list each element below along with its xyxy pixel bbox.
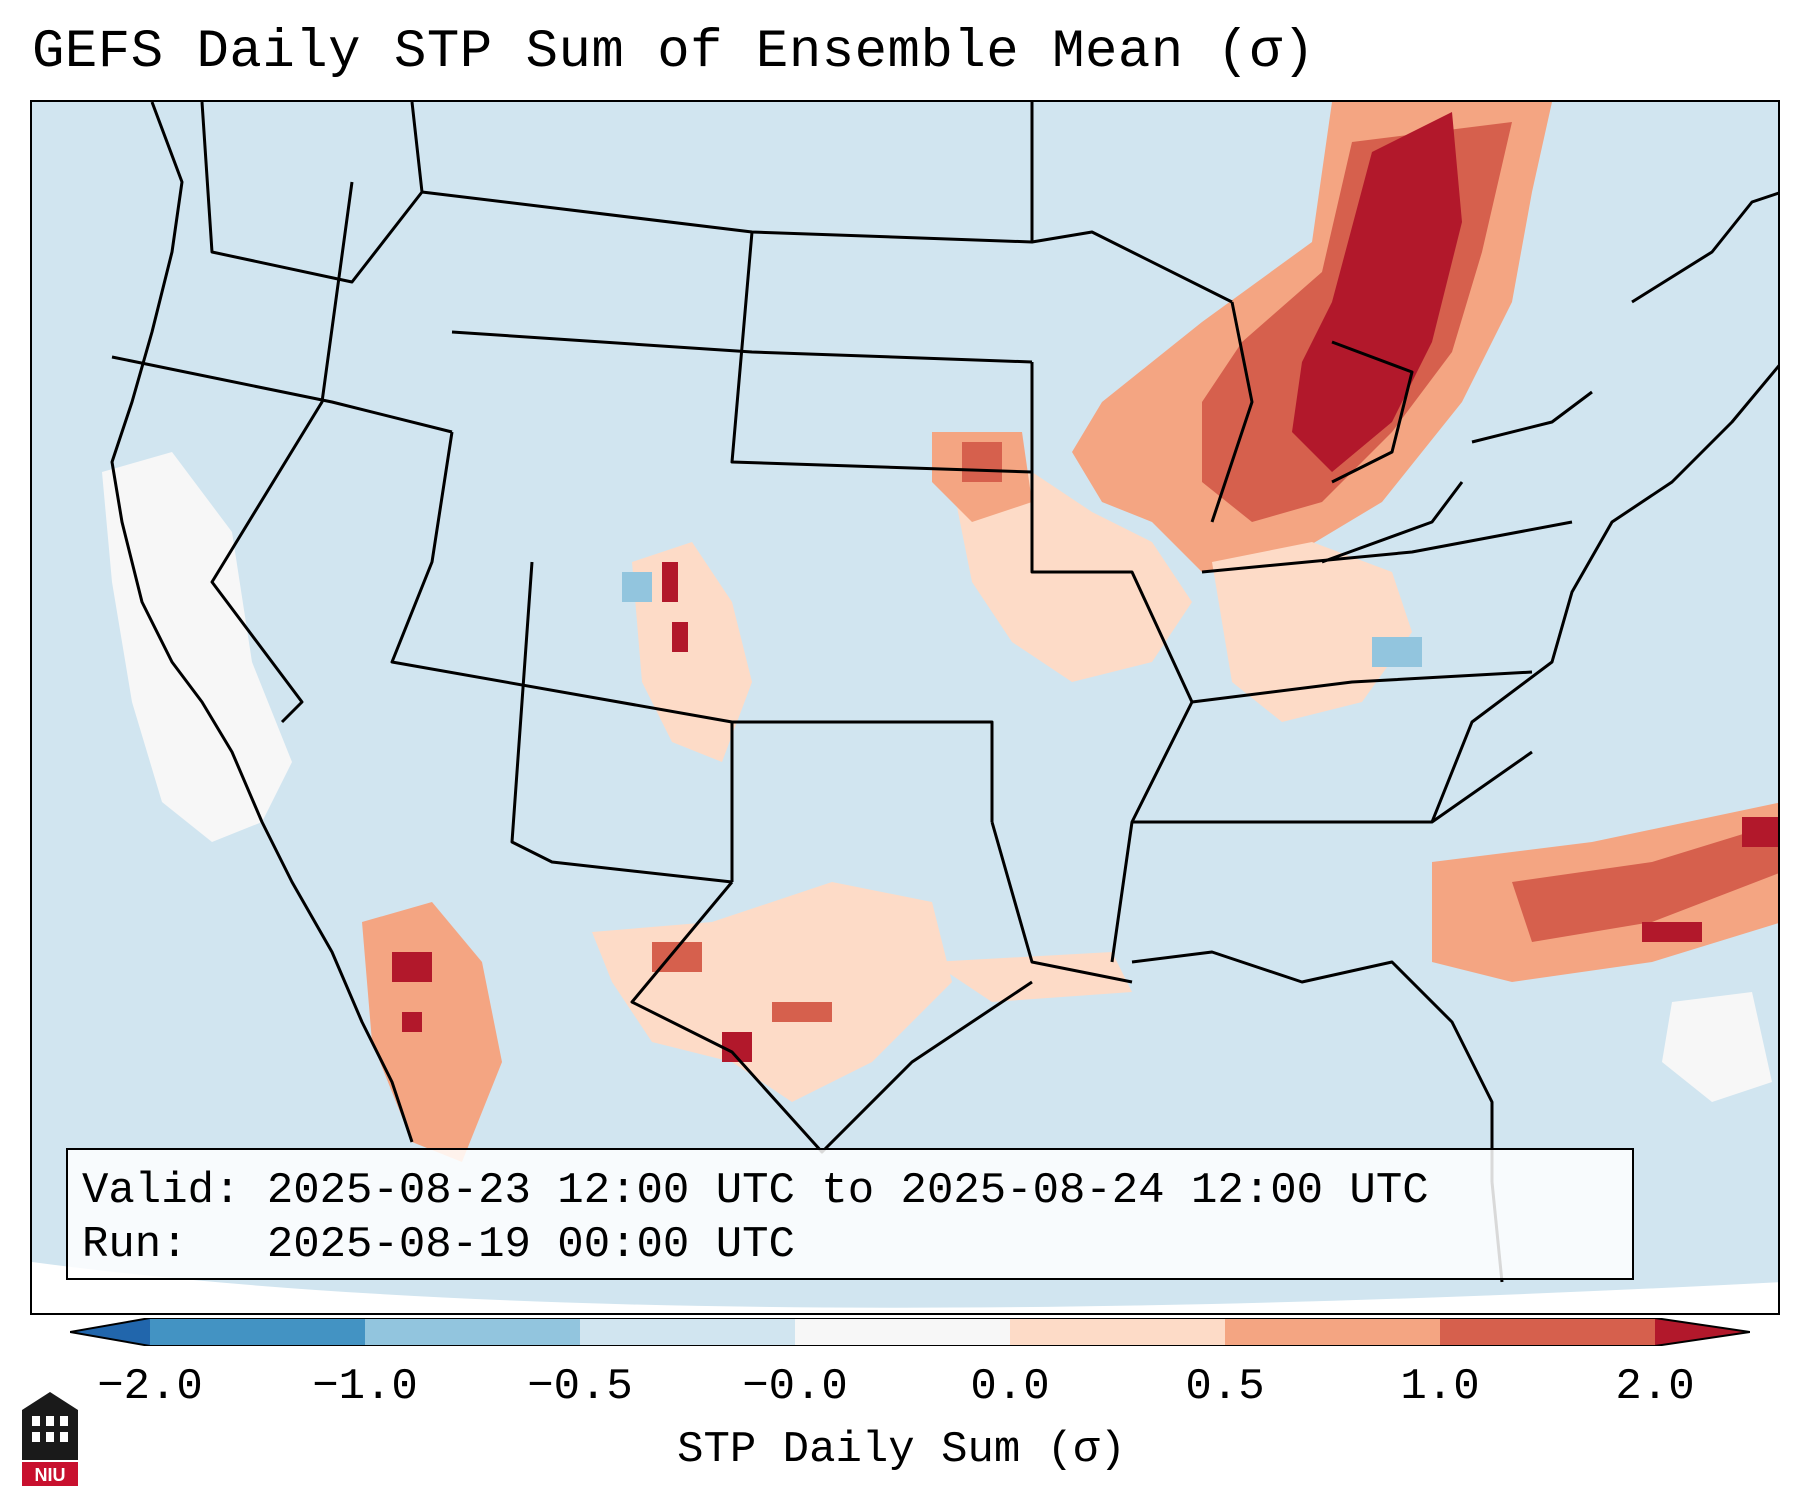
border-mississippi-river — [1030, 362, 1194, 963]
run-label: Run: — [82, 1220, 188, 1270]
border-co-ks-ok — [390, 431, 994, 822]
anomaly-region-gulf — [932, 952, 1132, 1002]
border-nevada — [210, 181, 354, 724]
anomaly-region-texas — [592, 882, 952, 1102]
stp-anomaly-cells — [102, 102, 1778, 1162]
anomaly-region-ohio — [1212, 542, 1412, 722]
lake-erie — [1321, 481, 1464, 564]
border-washington — [200, 102, 424, 284]
anomaly-cell-atlantic-2 — [1642, 922, 1702, 942]
colorbar-bin-5 — [1010, 1318, 1225, 1346]
border-pa-ny — [1201, 520, 1573, 574]
border-wyoming-nebraska — [730, 231, 1033, 474]
border-canada-montana — [421, 102, 1034, 244]
map-svg — [32, 102, 1778, 1313]
colorbar-tick-label: 0.5 — [1185, 1362, 1265, 1412]
colorbar-tick-label: −0.0 — [742, 1362, 848, 1412]
gulf-coast-east — [1131, 950, 1494, 1182]
projection-edge — [32, 1262, 1778, 1313]
colorbar-bin-3 — [580, 1318, 795, 1346]
colorbar-bin-1 — [150, 1318, 365, 1346]
colorbar-tick-label: −0.5 — [527, 1362, 633, 1412]
colorbar-tick-label: −2.0 — [97, 1362, 203, 1412]
map-panel — [30, 100, 1780, 1315]
colorbar-bin-7 — [1440, 1318, 1655, 1346]
anomaly-cell-atlantic-1 — [1742, 817, 1778, 847]
colorbar-extend-high — [1655, 1318, 1750, 1346]
anomaly-cell-arizona-2 — [402, 1012, 422, 1032]
colorbar-label: STP Daily Sum (σ) — [677, 1425, 1126, 1475]
near-zero-region-bahamas — [1662, 992, 1772, 1102]
logo-badge — [22, 1462, 78, 1486]
anomaly-cell-negative-dc — [1372, 637, 1422, 667]
border-wy-sd — [451, 330, 1033, 364]
colorbar-tick-label: 1.0 — [1400, 1362, 1480, 1412]
anomaly-cell-negative-co — [622, 572, 652, 602]
valid-label: Valid: — [82, 1166, 241, 1216]
anomaly-cell-colorado-1 — [662, 562, 678, 602]
chart-title: GEFS Daily STP Sum of Ensemble Mean (σ) — [32, 22, 1316, 83]
atlantic-coastline — [1430, 364, 1778, 823]
texas-gulf-coast — [630, 881, 1033, 1154]
colorbar — [70, 1318, 1750, 1346]
border-minnesota — [1031, 230, 1233, 304]
colorbar-bin-6 — [1225, 1318, 1440, 1346]
colorbar-extend-low — [70, 1318, 150, 1346]
pacific-coastline — [110, 102, 414, 1143]
anomaly-region-midwest — [952, 472, 1192, 682]
lake-ontario — [1471, 390, 1593, 444]
border-nm-az — [510, 561, 733, 884]
lake-michigan — [1210, 301, 1254, 523]
colorbar-tick-label: −1.0 — [312, 1362, 418, 1412]
maritime-coast — [1631, 191, 1778, 304]
border-tn-ky — [1191, 670, 1533, 704]
near-zero-region-pacific — [102, 452, 292, 842]
anomaly-cell-arizona-1 — [392, 952, 432, 982]
anomaly-region-atlantic-core — [1512, 823, 1778, 942]
colorbar-tick-label: 0.0 — [970, 1362, 1050, 1412]
run-value: 2025-08-19 00:00 UTC — [266, 1220, 795, 1270]
logo-text: NIU — [35, 1465, 66, 1485]
colorbar-tick-label: 2.0 — [1615, 1362, 1695, 1412]
boundaries — [110, 102, 1778, 1283]
niu-logo: NIU — [22, 1392, 78, 1486]
valid-value: 2025-08-23 12:00 UTC to 2025-08-24 12:00… — [266, 1166, 1429, 1216]
border-texas-la — [990, 821, 1133, 984]
colorbar-bin-4 — [795, 1318, 1010, 1346]
info-box: Valid: 2025-08-23 12:00 UTC to 2025-08-2… — [66, 1148, 1634, 1280]
anomaly-cell-texas-3 — [772, 1002, 832, 1022]
lake-huron — [1331, 340, 1414, 484]
anomaly-cell-colorado-2 — [672, 622, 688, 652]
colorbar-bin-2 — [365, 1318, 580, 1346]
anomaly-region-greatlakes-core — [1292, 112, 1462, 472]
anomaly-cell-iowa — [962, 442, 1002, 482]
border-or-wa-id — [111, 355, 453, 434]
